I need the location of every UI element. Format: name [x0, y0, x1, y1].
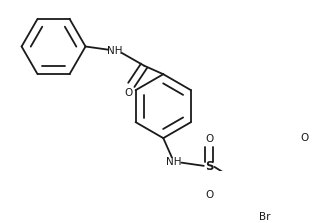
- Text: O: O: [301, 133, 309, 143]
- Text: O: O: [205, 190, 213, 200]
- Text: NH: NH: [106, 46, 122, 56]
- Text: Br: Br: [259, 212, 270, 222]
- Text: NH: NH: [166, 157, 182, 167]
- Text: O: O: [124, 88, 132, 98]
- Text: S: S: [205, 160, 213, 173]
- Text: O: O: [205, 134, 213, 144]
